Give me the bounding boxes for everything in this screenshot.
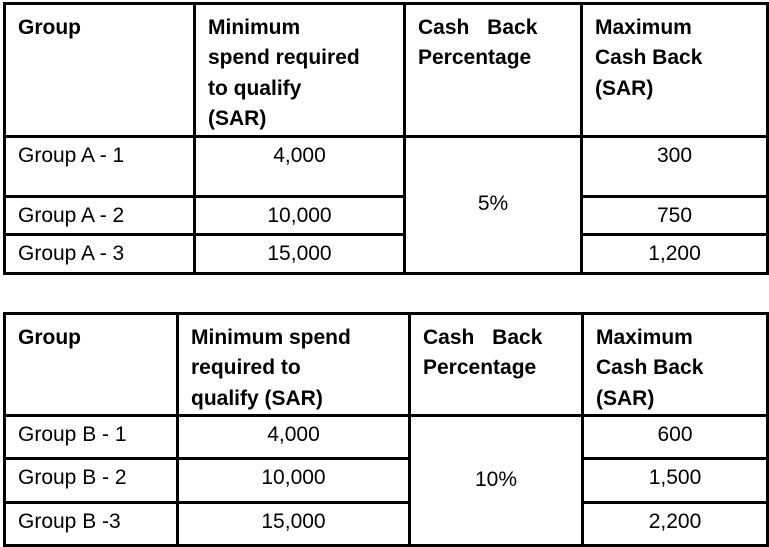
group-cell: Group B -3 bbox=[3, 501, 179, 547]
cashback-table-group-b: Group Minimum spend required to qualify … bbox=[3, 311, 769, 547]
group-cell: Group B - 2 bbox=[3, 457, 179, 505]
table-row-group-a-1: Group A - 1 4,000 5% 300 bbox=[3, 134, 769, 275]
header-cashback-percentage: Cash Back Percentage bbox=[403, 2, 583, 138]
group-cell: Group A - 3 bbox=[3, 232, 196, 275]
cashback-table-group-a: Group Minimum spend required to qualify … bbox=[3, 2, 769, 275]
group-cell: Group A - 2 bbox=[3, 194, 196, 236]
header-min-spend: Minimum spend required to qualify (SAR) bbox=[193, 2, 406, 138]
table-row-group-a-2: Group A - 2 10,000 750 bbox=[3, 194, 769, 236]
min-spend-cell: 4,000 bbox=[176, 414, 411, 461]
max-cashback-cell: 300 bbox=[580, 134, 769, 198]
max-cashback-cell: 1,200 bbox=[580, 232, 769, 275]
table-row-group-a-3: Group A - 3 15,000 1,200 bbox=[3, 232, 769, 275]
header-min-spend: Minimum spend required to qualify (SAR) bbox=[176, 311, 411, 418]
header-row: Group Minimum spend required to qualify … bbox=[3, 311, 769, 418]
header-group: Group bbox=[3, 311, 179, 418]
max-cashback-cell: 1,500 bbox=[581, 457, 769, 505]
header-max-cashback: Maximum Cash Back (SAR) bbox=[581, 311, 769, 418]
min-spend-cell: 4,000 bbox=[193, 134, 406, 198]
header-cashback-percentage: Cash Back Percentage bbox=[408, 311, 584, 418]
min-spend-cell: 15,000 bbox=[193, 232, 406, 275]
header-group: Group bbox=[3, 2, 196, 138]
header-max-cashback: Maximum Cash Back (SAR) bbox=[580, 2, 769, 138]
min-spend-cell: 10,000 bbox=[176, 457, 411, 505]
group-cell: Group B - 1 bbox=[3, 414, 179, 461]
max-cashback-cell: 600 bbox=[581, 414, 769, 461]
header-row: Group Minimum spend required to qualify … bbox=[3, 2, 769, 138]
cashback-percentage-cell: 10% bbox=[408, 414, 584, 547]
table-row-group-b-2: Group B - 2 10,000 1,500 bbox=[3, 457, 769, 505]
max-cashback-cell: 750 bbox=[580, 194, 769, 236]
max-cashback-cell: 2,200 bbox=[581, 501, 769, 547]
table-row-group-b-1: Group B - 1 4,000 10% 600 bbox=[3, 414, 769, 547]
min-spend-cell: 15,000 bbox=[176, 501, 411, 547]
group-cell: Group A - 1 bbox=[3, 134, 196, 198]
cashback-percentage-cell: 5% bbox=[403, 134, 583, 275]
table-row-group-b-3: Group B -3 15,000 2,200 bbox=[3, 501, 769, 547]
min-spend-cell: 10,000 bbox=[193, 194, 406, 236]
